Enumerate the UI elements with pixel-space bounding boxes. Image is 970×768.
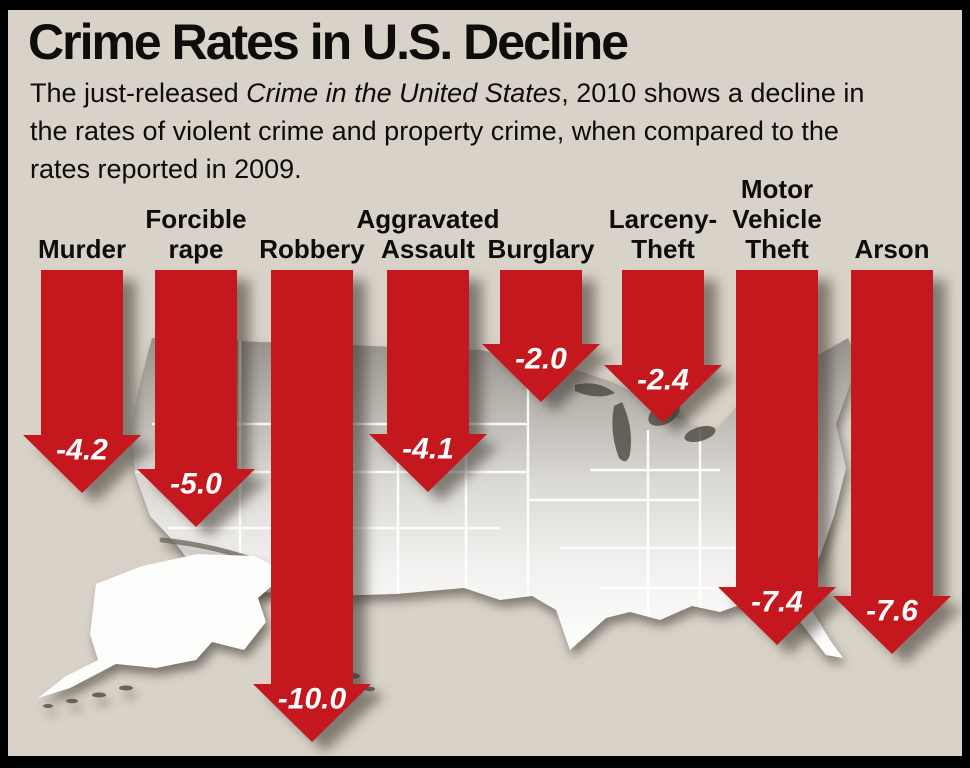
- category-label-murder: Murder: [38, 234, 126, 264]
- chart-canvas: -4.2 -5.0 -10.0 -4.1 -2.0 -2.4 -7.4 -7.6: [23, 270, 951, 742]
- category-label-line: Motor: [740, 174, 814, 204]
- arrow-value-aggravated-assault: -4.1: [402, 433, 454, 466]
- category-label-burglary: Burglary: [488, 234, 595, 264]
- category-label-line: rape: [168, 234, 224, 264]
- category-label-line: Larceny-: [608, 204, 718, 234]
- category-label-line: Robbery: [259, 234, 365, 264]
- intro-paragraph: The just-released Crime in the United St…: [30, 74, 960, 188]
- arrow-value-forcible-rape: -5.0: [170, 468, 222, 501]
- header: Crime Rates in U.S. Decline The just-rel…: [8, 10, 962, 756]
- category-label-motor-vehicle-theft: Motor Vehicle Theft: [732, 174, 822, 264]
- category-label-line: Burglary: [487, 234, 595, 264]
- category-label-larceny-theft: Larceny- Theft: [609, 204, 717, 264]
- aleutian-islands: [43, 673, 375, 708]
- arrow-value-burglary: -2.0: [515, 343, 567, 376]
- decline-arrow-aggravated-assault: [369, 270, 487, 492]
- alaska-mainland: [38, 554, 322, 698]
- arrow-value-larceny-theft: -2.4: [637, 364, 689, 397]
- infographic-canvas: -4.2 -5.0 -10.0 -4.1 -2.0 -2.4 -7.4 -7.6 Murder…: [8, 10, 962, 756]
- decline-arrow-larceny-theft: [604, 270, 722, 423]
- category-label-line: Forcible: [145, 204, 247, 234]
- intro-text-pre: The just-released: [30, 78, 247, 108]
- category-label-line: Assault: [381, 234, 475, 264]
- category-label-line: Murder: [37, 234, 127, 264]
- decline-arrow-motor-vehicle-theft: [718, 270, 836, 645]
- intro-line-2: the rates of violent crime and property …: [30, 116, 839, 146]
- intro-text-italic: Crime in the United States: [246, 78, 562, 108]
- decline-arrow-robbery: [253, 270, 371, 742]
- decline-arrow-forcible-rape: [137, 270, 255, 527]
- category-label-aggravated-assault: Aggravated Assault: [356, 204, 499, 264]
- arrow-value-murder: -4.2: [56, 434, 108, 467]
- decline-arrow-murder: [23, 270, 141, 493]
- arrow-value-robbery: -10.0: [278, 683, 347, 716]
- intro-line-3: rates reported in 2009.: [30, 154, 302, 184]
- intro-line-1: The just-released Crime in the United St…: [30, 74, 960, 112]
- category-labels: Murder Forcible rape Robbery Aggravated Assau…: [8, 10, 962, 756]
- category-label-line: Vehicle: [732, 204, 822, 234]
- category-label-line: Theft: [631, 234, 695, 264]
- category-label-forcible-rape: Forcible rape: [145, 204, 246, 264]
- arrow-value-motor-vehicle-theft: -7.4: [751, 586, 803, 619]
- category-label-line: Theft: [745, 234, 809, 264]
- category-label-robbery: Robbery: [259, 234, 364, 264]
- decline-arrows: -4.2 -5.0 -10.0 -4.1 -2.0 -2.4 -7.4 -7.6: [23, 270, 951, 742]
- decline-arrow-burglary: [482, 270, 600, 402]
- category-label-line: Arson: [854, 234, 930, 264]
- intro-text-post: , 2010 shows a decline in: [561, 78, 865, 108]
- decline-arrow-arson: [833, 270, 951, 654]
- category-label-line: Aggravated: [356, 204, 500, 234]
- arrow-value-arson: -7.6: [866, 595, 918, 628]
- page-title: Crime Rates in U.S. Decline: [28, 14, 629, 70]
- category-label-arson: Arson: [854, 234, 929, 264]
